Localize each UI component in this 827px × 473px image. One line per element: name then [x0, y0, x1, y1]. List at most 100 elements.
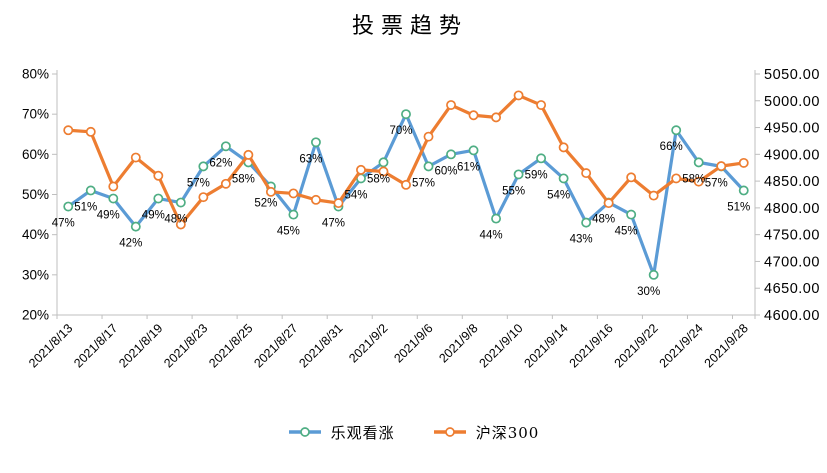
series-1-point-17[interactable] [446, 100, 456, 111]
x-axis-label-2021-8-27: 2021/8/27 [251, 321, 300, 370]
series-1-point-25[interactable] [626, 172, 637, 183]
x-axis-label-2021-8-17: 2021/8/17 [71, 321, 120, 370]
x-axis-label-2021-9-16: 2021/9/16 [567, 321, 616, 370]
data-label-point-22: 54% [547, 189, 570, 201]
series-1-point-18[interactable] [468, 110, 479, 121]
series-1-point-11[interactable] [310, 194, 321, 205]
data-label-point-17: 60% [435, 165, 458, 177]
series-1-point-5[interactable] [175, 219, 186, 230]
series-0-point-22[interactable] [558, 173, 569, 184]
data-label-point-6: 57% [187, 177, 210, 189]
series-0-point-20[interactable] [513, 169, 524, 180]
series-1-point-2[interactable] [108, 181, 119, 192]
series-0-point-26[interactable] [648, 269, 659, 280]
right-axis-label-4900.00: 4900.00 [764, 147, 820, 163]
data-label-point-26: 30% [637, 286, 660, 298]
legend-item-optimistic[interactable]: 乐观看涨 [288, 422, 395, 443]
right-axis-label-4950.00: 4950.00 [764, 121, 820, 137]
series-1-point-8[interactable] [243, 149, 254, 160]
series-1-point-1[interactable] [85, 126, 96, 137]
data-label-point-25: 45% [615, 226, 638, 238]
series-1-point-26[interactable] [648, 190, 659, 201]
series-0-point-28[interactable] [693, 157, 704, 168]
series-0-point-1[interactable] [85, 185, 96, 196]
series-1-point-20[interactable] [513, 90, 524, 101]
series-1-point-23[interactable] [581, 168, 592, 179]
series-1-point-0[interactable] [63, 125, 74, 136]
data-label-point-4: 49% [142, 210, 165, 222]
series-1-point-30[interactable] [738, 157, 749, 168]
right-axis-label-4750.00: 4750.00 [764, 228, 820, 244]
series-1-point-16[interactable] [423, 131, 434, 142]
series-0-point-25[interactable] [626, 209, 637, 220]
series-1-point-14[interactable] [378, 166, 389, 177]
series-1-point-22[interactable] [558, 142, 569, 153]
series-1-point-29[interactable] [716, 161, 727, 172]
x-axis-label-2021-9-2: 2021/9/2 [346, 321, 390, 365]
data-label-point-21: 59% [525, 169, 548, 181]
data-label-point-10: 45% [277, 226, 300, 238]
series-1-point-27[interactable] [671, 173, 682, 184]
data-label-point-23: 43% [570, 234, 593, 246]
chart-title: 投票趋势 [351, 14, 468, 39]
series-0-point-2[interactable] [108, 193, 119, 204]
series-0-point-30[interactable] [738, 185, 749, 196]
legend-label-csi300: 沪深300 [475, 423, 540, 442]
series-1-point-15[interactable] [401, 179, 411, 190]
data-label-point-16: 57% [412, 177, 435, 189]
series-1-point-28[interactable] [693, 176, 704, 187]
series-0-point-23[interactable] [581, 217, 592, 228]
series-1-point-3[interactable] [130, 152, 141, 163]
series-0-point-11[interactable] [310, 137, 321, 148]
x-axis-label-2021-9-22: 2021/9/22 [612, 321, 661, 370]
series-1-point-12[interactable] [333, 198, 344, 209]
series-1-point-13[interactable] [356, 164, 366, 175]
data-label-point-14: 58% [367, 173, 390, 185]
series-1-point-6[interactable] [198, 192, 209, 203]
data-label-point-5: 48% [164, 214, 187, 226]
series-line-0 [66, 112, 746, 277]
series-0-point-14[interactable] [378, 157, 389, 168]
series-1-point-24[interactable] [603, 198, 614, 209]
right-axis-label-4800.00: 4800.00 [764, 201, 820, 217]
right-axis-label-4600.00: 4600.00 [764, 308, 820, 324]
data-label-point-24: 48% [592, 214, 615, 226]
series-0-point-27[interactable] [671, 125, 682, 136]
series-0-point-6[interactable] [198, 161, 209, 172]
series-1-point-9[interactable] [265, 186, 276, 197]
series-0-point-15[interactable] [401, 109, 411, 120]
series-0-point-17[interactable] [446, 149, 456, 160]
series-1-point-4[interactable] [153, 170, 164, 181]
series-0-point-16[interactable] [423, 161, 434, 172]
x-axis-label-2021-8-19: 2021/8/19 [116, 321, 165, 370]
data-label-point-12: 47% [322, 218, 345, 230]
right-axis-label-4850.00: 4850.00 [764, 174, 820, 190]
legend-item-csi300[interactable]: 沪深300 [433, 422, 540, 443]
series-0-point-0[interactable] [63, 201, 74, 212]
series-0-point-19[interactable] [491, 213, 502, 224]
data-label-point-13: 54% [344, 189, 367, 201]
series-0-point-4[interactable] [153, 193, 164, 204]
series-0-point-3[interactable] [130, 221, 141, 232]
left-axis-label-40: 40% [22, 227, 49, 242]
right-axis-label-5000.00: 5000.00 [764, 94, 820, 110]
right-axis-label-4650.00: 4650.00 [764, 281, 820, 297]
series-1-point-10[interactable] [288, 188, 299, 199]
x-axis-label-2021-9-10: 2021/9/10 [476, 321, 525, 370]
data-label-point-7: 62% [209, 157, 232, 169]
series-0-point-5[interactable] [175, 197, 186, 208]
data-label-point-20: 55% [502, 185, 525, 197]
data-label-point-19: 44% [480, 230, 503, 242]
x-axis-label-2021-9-24: 2021/9/24 [657, 321, 706, 370]
series-0-point-21[interactable] [536, 153, 547, 164]
series-0-point-10[interactable] [288, 209, 299, 220]
series-1-point-21[interactable] [536, 100, 547, 111]
data-label-point-11: 63% [299, 153, 322, 165]
series-0-point-7[interactable] [220, 141, 231, 152]
series-0-point-18[interactable] [468, 145, 479, 156]
data-label-point-28: 58% [682, 173, 705, 185]
data-label-point-27: 66% [660, 141, 683, 153]
series-1-point-7[interactable] [220, 178, 231, 189]
series-1-point-19[interactable] [491, 112, 502, 123]
